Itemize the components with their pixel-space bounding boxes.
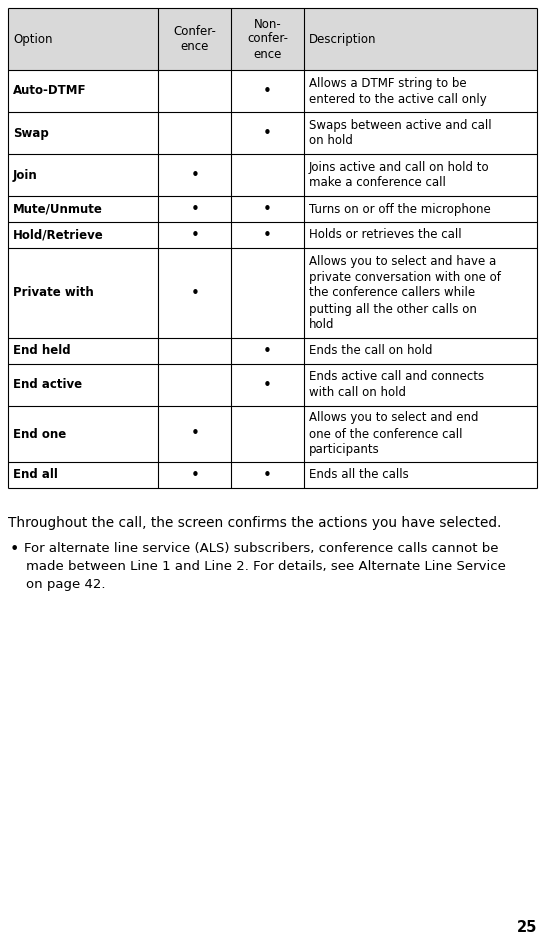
Text: Mute/Unmute: Mute/Unmute	[13, 202, 103, 215]
Text: Allows a DTMF string to be
entered to the active call only: Allows a DTMF string to be entered to th…	[309, 76, 487, 105]
Text: Hold/Retrieve: Hold/Retrieve	[13, 228, 104, 242]
Bar	[8, 8, 537, 70]
Text: Non-
confer-
ence: Non- confer- ence	[247, 18, 288, 60]
Text: Join: Join	[13, 168, 38, 181]
Text: •: •	[263, 467, 272, 482]
Text: •: •	[263, 84, 272, 99]
Text: •: •	[263, 343, 272, 358]
Text: •: •	[10, 542, 20, 557]
Text: Option: Option	[13, 33, 52, 45]
Text: End all: End all	[13, 468, 58, 481]
Text: Swap: Swap	[13, 127, 49, 139]
Text: •: •	[263, 126, 272, 140]
Text: Description: Description	[309, 33, 377, 45]
Text: •: •	[263, 201, 272, 216]
Text: •: •	[263, 227, 272, 243]
Text: •: •	[190, 286, 199, 301]
Text: Ends active call and connects
with call on hold: Ends active call and connects with call …	[309, 370, 484, 400]
Text: For alternate line service (ALS) subscribers, conference calls cannot be: For alternate line service (ALS) subscri…	[24, 542, 499, 555]
Text: Private with: Private with	[13, 287, 94, 300]
Text: Allows you to select and have a
private conversation with one of
the conference : Allows you to select and have a private …	[309, 255, 501, 332]
Text: •: •	[190, 467, 199, 482]
Text: End held: End held	[13, 344, 71, 357]
Text: End active: End active	[13, 379, 82, 391]
Text: Turns on or off the microphone: Turns on or off the microphone	[309, 202, 491, 215]
Text: •: •	[190, 167, 199, 182]
Text: Allows you to select and end
one of the conference call
participants: Allows you to select and end one of the …	[309, 412, 479, 457]
Text: Throughout the call, the screen confirms the actions you have selected.: Throughout the call, the screen confirms…	[8, 516, 501, 530]
Text: Joins active and call on hold to
make a conference call: Joins active and call on hold to make a …	[309, 161, 489, 190]
Text: End one: End one	[13, 428, 66, 441]
Text: 25: 25	[517, 920, 537, 935]
Text: Auto-DTMF: Auto-DTMF	[13, 85, 87, 98]
Text: Ends the call on hold: Ends the call on hold	[309, 344, 433, 357]
Text: •: •	[263, 378, 272, 393]
Text: Swaps between active and call
on hold: Swaps between active and call on hold	[309, 118, 492, 148]
Text: •: •	[190, 427, 199, 442]
Text: made between Line 1 and Line 2. For details, see Alternate Line Service: made between Line 1 and Line 2. For deta…	[26, 560, 506, 573]
Text: Holds or retrieves the call: Holds or retrieves the call	[309, 228, 462, 242]
Text: Ends all the calls: Ends all the calls	[309, 468, 409, 481]
Text: •: •	[190, 227, 199, 243]
Text: •: •	[190, 201, 199, 216]
Text: on page 42.: on page 42.	[26, 578, 106, 591]
Text: Confer-
ence: Confer- ence	[173, 25, 216, 53]
